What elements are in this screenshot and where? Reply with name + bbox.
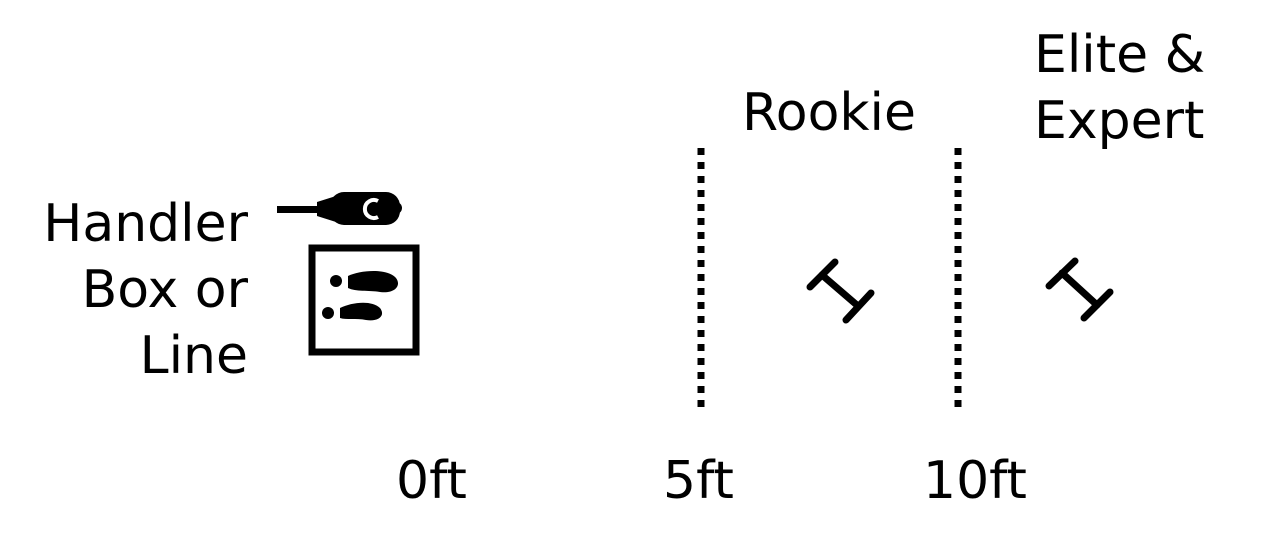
rookie-label: Rookie	[742, 83, 916, 143]
handler-label-line-3: Line	[139, 326, 248, 386]
distance-tick-5ft: 5ft	[663, 451, 734, 511]
dumbbell-icon	[806, 258, 875, 324]
footprints-icon	[322, 271, 399, 321]
elite-label-line-1: Elite &	[1034, 25, 1206, 85]
elite-expert-label: Elite & Expert	[1034, 22, 1205, 154]
dumbbell-icon	[1045, 257, 1114, 322]
leash-icon	[277, 192, 402, 225]
distance-tick-0ft: 0ft	[396, 451, 467, 511]
handler-label-line-1: Handler	[43, 194, 248, 254]
distance-tick-10ft: 10ft	[923, 451, 1027, 511]
elite-label-line-2: Expert	[1034, 91, 1205, 151]
handler-box-label: Handler Box or Line	[43, 191, 248, 389]
handler-box-icon	[308, 244, 420, 356]
handler-label-line-2: Box or	[81, 260, 248, 320]
